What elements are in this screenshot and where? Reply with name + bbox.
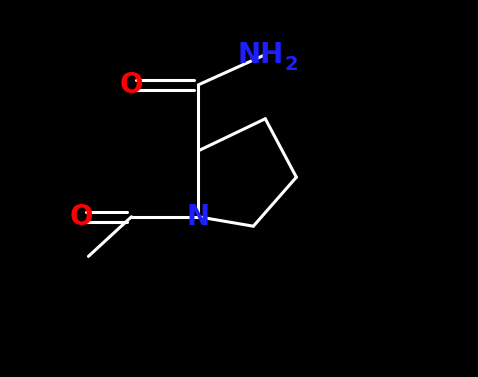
Text: NH: NH bbox=[238, 41, 283, 69]
Text: O: O bbox=[120, 71, 143, 99]
Text: N: N bbox=[187, 203, 210, 231]
Text: O: O bbox=[69, 203, 93, 231]
Text: 2: 2 bbox=[285, 55, 298, 74]
